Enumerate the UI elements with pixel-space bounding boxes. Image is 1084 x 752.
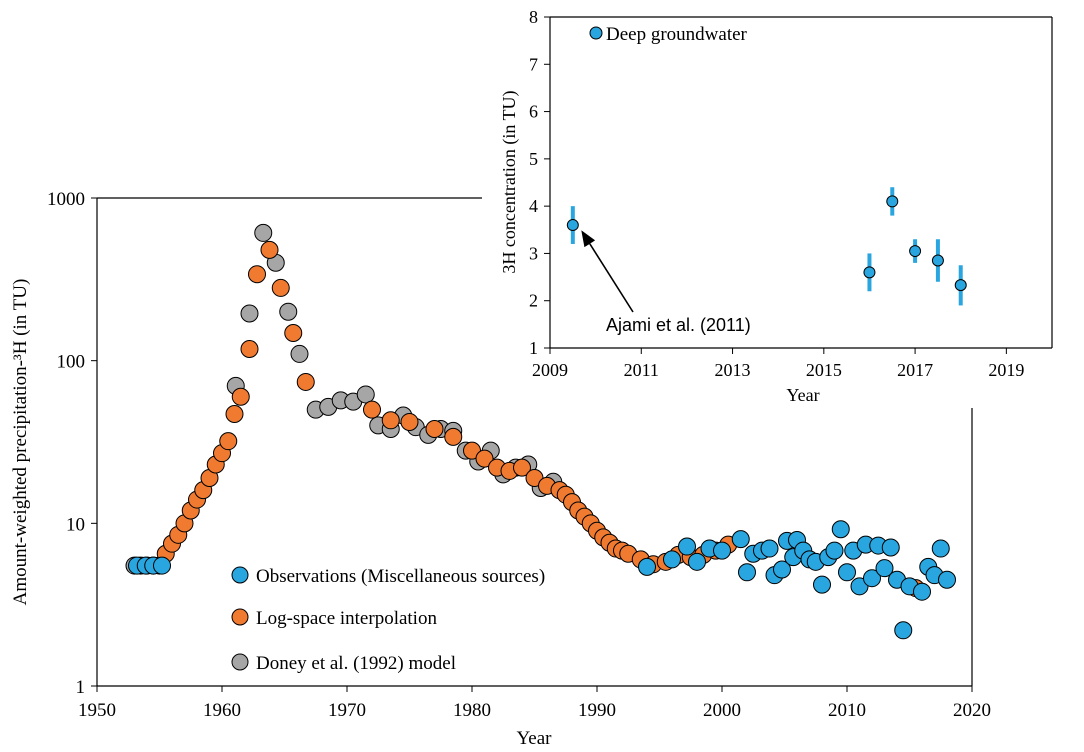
inset-legend-label: Deep groundwater (606, 24, 748, 45)
point-observations (678, 537, 696, 556)
point-interpolation (260, 240, 279, 259)
point-interpolation (248, 265, 266, 284)
point-interpolation (296, 372, 315, 391)
point-observations (913, 582, 931, 601)
point-interpolation (231, 387, 250, 406)
inset-x-tick-label: 2017 (897, 360, 933, 380)
inset-point (954, 279, 967, 292)
main-x-tick-label: 1990 (578, 700, 616, 721)
point-observations (938, 570, 956, 589)
inset-ticks: 2009 2011 2013 2015 2017 2019 1 2 3 4 5 6 7 8 (529, 7, 1024, 380)
inset-chart: 2009 2011 2013 2015 2017 2019 1 2 3 4 5 6 7 8 Deep gr… (490, 0, 1084, 408)
inset-x-tick-label: 2019 (988, 360, 1024, 380)
inset-y-tick-label: 7 (529, 54, 538, 74)
point-interpolation (400, 412, 419, 431)
inset-point (886, 195, 899, 208)
main-x-tick-label: 1970 (328, 700, 366, 721)
main-x-axis-label: Year (516, 728, 552, 749)
point-interpolation (271, 278, 290, 297)
inset-y-tick-label: 3 (529, 243, 538, 263)
inset-y-tick-label: 2 (529, 291, 538, 311)
main-legend: Observations (Miscellaneous sources) Log… (231, 566, 545, 674)
point-observations (773, 560, 791, 579)
legend-marker-observations (231, 566, 249, 584)
main-y-tick-label: 10 (66, 514, 85, 535)
point-observations (931, 539, 950, 558)
main-ticks: 1950 1960 1970 1980 1990 2000 2010 2020 1 10 100 10… (47, 189, 991, 721)
point-observations (153, 556, 171, 575)
point-interpolation (284, 323, 303, 342)
point-interpolation (240, 339, 259, 358)
point-interpolation (363, 400, 381, 419)
point-interpolation (219, 432, 238, 451)
main-y-tick-label: 100 (57, 352, 86, 373)
inset-x-tick-label: 2009 (532, 360, 568, 380)
point-observations (713, 541, 731, 560)
inset-y-axis-label: 3H concentration (in TU) (499, 90, 520, 273)
main-x-tick-label: 2000 (703, 700, 741, 721)
inset-point (909, 245, 922, 258)
main-x-tick-label: 2010 (828, 700, 866, 721)
legend-marker-model (231, 653, 249, 671)
point-observations (875, 559, 894, 578)
inset-legend-marker (589, 26, 603, 40)
point-model (356, 385, 375, 404)
point-observations (894, 621, 913, 640)
point-model (279, 302, 298, 321)
annotation-label: Ajami et al. (2011) (606, 315, 751, 335)
main-x-tick-label: 2020 (953, 700, 991, 721)
inset-y-tick-label: 8 (529, 7, 538, 27)
inset-y-tick-label: 6 (529, 102, 538, 122)
point-observations (838, 563, 856, 582)
point-observations (825, 541, 844, 560)
point-model (254, 223, 273, 242)
legend-marker-interpolation (231, 608, 249, 626)
inset-y-tick-label: 4 (529, 196, 538, 216)
inset-y-tick-label: 1 (529, 338, 538, 358)
point-interpolation (425, 420, 444, 439)
inset-x-tick-label: 2015 (806, 360, 842, 380)
main-x-tick-label: 1980 (453, 700, 491, 721)
main-y-tick-label: 1000 (47, 189, 85, 210)
point-interpolation (225, 405, 244, 424)
inset-x-tick-label: 2013 (715, 360, 751, 380)
point-observations (738, 563, 756, 582)
point-observations (638, 557, 656, 576)
main-y-axis-label: Amount-weighted precipitation-³H (in TU) (10, 279, 31, 606)
point-interpolation (475, 449, 494, 468)
point-observations (813, 575, 831, 594)
point-observations (731, 530, 750, 549)
point-interpolation (381, 411, 400, 430)
main-data-points (125, 223, 956, 640)
point-observations (831, 520, 850, 539)
annotation-arrow (581, 230, 634, 313)
inset-y-tick-label: 5 (529, 149, 538, 169)
inset-point (863, 266, 876, 279)
legend-label-interpolation: Log-space interpolation (256, 608, 437, 629)
point-model (290, 344, 309, 363)
inset-x-tick-label: 2011 (624, 360, 659, 380)
main-chart: 1950 1960 1970 1980 1990 2000 2010 2020 1 10 100 10… (10, 189, 991, 749)
point-interpolation (444, 427, 463, 446)
legend-label-observations: Observations (Miscellaneous sources) (256, 566, 545, 587)
point-model (240, 304, 259, 323)
point-observations (863, 569, 881, 588)
inset-point (931, 254, 944, 267)
point-observations (881, 538, 900, 557)
main-x-tick-label: 1950 (78, 700, 116, 721)
main-y-tick-label: 1 (76, 677, 86, 698)
inset-background (490, 0, 1084, 408)
inset-x-axis-label: Year (786, 385, 819, 405)
point-observations (850, 577, 869, 596)
main-x-tick-label: 1960 (203, 700, 241, 721)
point-observations (760, 539, 779, 558)
point-observations (663, 550, 681, 569)
legend-label-model: Doney et al. (1992) model (256, 653, 456, 674)
inset-point (566, 219, 579, 232)
inset-data-points (566, 195, 967, 292)
point-interpolation (513, 458, 531, 477)
point-observations (688, 552, 706, 571)
